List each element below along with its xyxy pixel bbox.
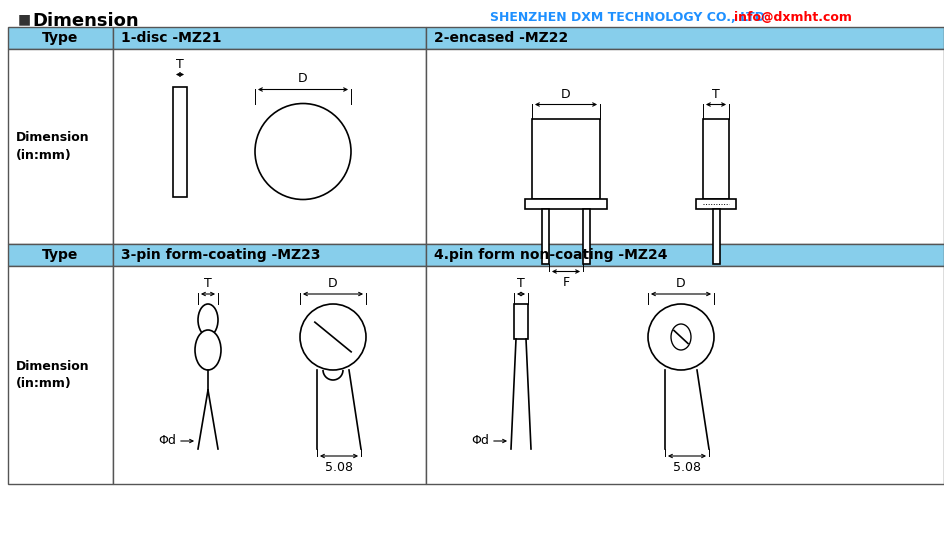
Text: Φd: Φd: [159, 434, 176, 447]
Text: Type: Type: [42, 31, 78, 45]
Bar: [703, 119, 729, 199]
Ellipse shape: [195, 330, 221, 370]
Bar: [542, 208, 549, 264]
Text: Φd: Φd: [471, 434, 489, 447]
Bar: [8, 49, 113, 244]
Text: 5.08: 5.08: [673, 461, 701, 474]
Text: T: T: [177, 57, 184, 71]
Bar: [173, 86, 187, 196]
Bar: [8, 244, 113, 266]
Text: D: D: [676, 277, 685, 290]
Text: 3-pin form-coating -MZ23: 3-pin form-coating -MZ23: [121, 248, 321, 262]
Bar: [426, 27, 944, 49]
Ellipse shape: [198, 304, 218, 336]
Text: 2-encased -MZ22: 2-encased -MZ22: [434, 31, 568, 45]
Text: D: D: [561, 88, 571, 101]
Text: SHENZHEN DXM TECHNOLOGY CO., LTD: SHENZHEN DXM TECHNOLOGY CO., LTD: [490, 11, 765, 24]
Bar: [583, 208, 590, 264]
Text: Dimension: Dimension: [32, 12, 139, 30]
Text: F: F: [563, 276, 569, 289]
Bar: [113, 244, 426, 266]
Text: 4.pin form non-coating -MZ24: 4.pin form non-coating -MZ24: [434, 248, 667, 262]
Bar: [113, 266, 426, 484]
Bar: [8, 266, 113, 484]
Text: D: D: [329, 277, 338, 290]
Text: 5.08: 5.08: [325, 461, 353, 474]
Bar: [426, 49, 944, 244]
Text: D: D: [298, 73, 308, 85]
Bar: [696, 199, 736, 208]
Text: Type: Type: [42, 248, 78, 262]
Bar: [8, 27, 113, 49]
Circle shape: [300, 304, 366, 370]
Circle shape: [255, 103, 351, 200]
Text: ■: ■: [18, 12, 31, 26]
Text: info@dxmht.com: info@dxmht.com: [734, 11, 851, 24]
Text: T: T: [712, 88, 720, 101]
Bar: [113, 49, 426, 244]
Text: Dimension
(in:mm): Dimension (in:mm): [16, 359, 90, 391]
Bar: [525, 199, 607, 208]
Bar: [426, 244, 944, 266]
Ellipse shape: [671, 324, 691, 350]
Bar: [426, 266, 944, 484]
Bar: [113, 27, 426, 49]
Text: T: T: [204, 277, 211, 290]
Text: 1-disc -MZ21: 1-disc -MZ21: [121, 31, 222, 45]
Bar: [713, 208, 719, 264]
Bar: [532, 119, 600, 199]
Text: Dimension
(in:mm): Dimension (in:mm): [16, 131, 90, 162]
Text: T: T: [517, 277, 525, 290]
Bar: [514, 304, 528, 339]
Circle shape: [648, 304, 714, 370]
